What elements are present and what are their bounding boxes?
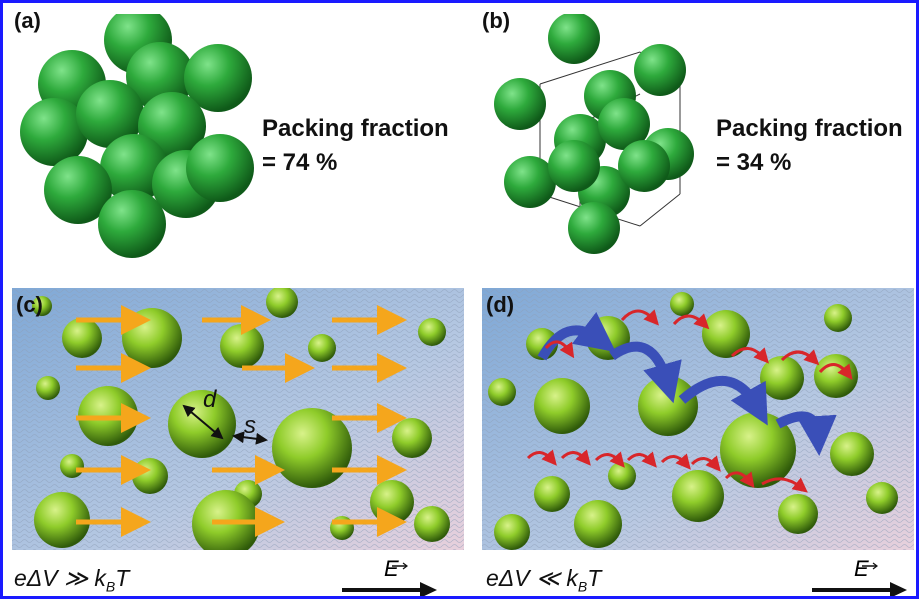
- red-hop-arrow-1: [620, 309, 659, 326]
- efield-d-label: E: [854, 556, 869, 581]
- packing-fraction-a-value: = 74 %: [262, 149, 338, 176]
- nanoparticle-16: [574, 500, 622, 548]
- nanoparticle-4: [418, 318, 446, 346]
- nanoparticle-14: [778, 494, 818, 534]
- sphere-5: [598, 98, 650, 150]
- red-hop-arrow-8: [594, 451, 625, 468]
- nanoparticle-2: [220, 324, 264, 368]
- nanoparticle-5: [534, 378, 590, 434]
- nanoparticle-1: [122, 308, 182, 368]
- sphere-9: [548, 140, 600, 192]
- spacing-arrow: [232, 431, 268, 445]
- packing-fraction-b-value: = 34 %: [716, 149, 792, 176]
- nanoparticle-19: [32, 296, 52, 316]
- sphere-4: [20, 98, 88, 166]
- red-hop-arrow-2: [672, 313, 710, 330]
- sphere-3: [184, 44, 252, 112]
- red-hop-arrow-10: [660, 453, 691, 470]
- nanoparticle-7: [168, 390, 236, 458]
- sphere-2: [494, 78, 546, 130]
- red-hop-arrow-12: [724, 471, 755, 488]
- nanoparticle-11: [132, 458, 168, 494]
- efield-d: E: [810, 556, 910, 596]
- packing-fraction-a: Packing fraction = 74 %: [262, 112, 449, 180]
- red-hop-arrow-0: [544, 340, 575, 359]
- cube-edge-0: [539, 51, 641, 85]
- nanoparticle-10: [830, 432, 874, 476]
- caption-d-tail: T: [587, 565, 602, 591]
- red-hop-arrow-11: [690, 455, 721, 472]
- spacing-label: s: [244, 412, 256, 439]
- sphere-10: [98, 190, 166, 258]
- blue-hop-arrow-0: [537, 311, 616, 361]
- nanoparticle-13: [370, 480, 414, 524]
- blue-hop-arrow-3: [775, 411, 837, 456]
- cube-edge-5: [639, 193, 681, 227]
- red-hop-arrow-9: [626, 451, 657, 468]
- nanoparticle-3: [308, 334, 336, 362]
- packing-fraction-a-title: Packing fraction: [262, 115, 449, 142]
- panel-a-label: (a): [14, 8, 41, 33]
- sphere-1: [634, 44, 686, 96]
- nanoparticle-9: [392, 418, 432, 458]
- diameter-label: d: [203, 386, 217, 413]
- nanoparticle-11: [608, 462, 636, 490]
- nanoparticle-12: [534, 476, 570, 512]
- red-hop-arrow-3: [730, 347, 769, 364]
- panel-c-label: (c): [16, 292, 43, 317]
- panel-d-label: (d): [486, 292, 515, 317]
- sphere-10: [618, 140, 670, 192]
- panel-b-label: (b): [482, 8, 511, 33]
- nanoparticle-17: [866, 482, 898, 514]
- diameter-arrow: [182, 404, 224, 440]
- nanoparticle-7: [760, 356, 804, 400]
- nanoparticle-4: [488, 378, 516, 406]
- blue-hop-arrow-1: [609, 341, 682, 404]
- caption-c: eΔV ≫ kBT: [14, 565, 129, 595]
- sphere-11: [568, 202, 620, 254]
- sc-packing-illustration: [494, 14, 694, 254]
- red-hop-arrow-4: [780, 349, 820, 366]
- caption-d-main: eΔV ≪ k: [486, 565, 578, 591]
- red-hop-arrow-5: [818, 363, 853, 380]
- caption-d-sub: B: [577, 578, 588, 595]
- caption-c-tail: T: [115, 565, 130, 591]
- nanoparticle-13: [672, 470, 724, 522]
- efield-c-label: E: [384, 556, 399, 581]
- sphere-7: [100, 134, 168, 202]
- panel-d-nanoparticle-field: [482, 288, 914, 550]
- nanoparticle-15: [494, 514, 530, 550]
- nanoparticle-2: [702, 310, 750, 358]
- nanoparticle-8: [814, 354, 858, 398]
- sphere-8: [44, 156, 112, 224]
- nanoparticle-9: [720, 412, 796, 488]
- panel-c-nanoparticle-field: [12, 288, 464, 550]
- caption-c-main: eΔV ≫ k: [14, 565, 106, 591]
- packing-fraction-b-title: Packing fraction: [716, 115, 903, 142]
- efield-c: E: [340, 556, 440, 596]
- nanoparticle-10: [60, 454, 84, 478]
- red-hop-arrow-13: [761, 477, 808, 493]
- sphere-5: [76, 80, 144, 148]
- nanoparticle-0: [62, 318, 102, 358]
- caption-d: eΔV ≪ kBT: [486, 565, 601, 595]
- fcc-packing-illustration: [20, 14, 254, 258]
- nanoparticle-6: [638, 376, 698, 436]
- nanoparticle-17: [414, 506, 450, 542]
- nanoparticle-18: [670, 292, 694, 316]
- nanoparticle-14: [34, 492, 90, 548]
- nanoparticle-18: [266, 288, 298, 318]
- blue-hop-arrow-2: [678, 375, 768, 426]
- nanoparticle-5: [36, 376, 60, 400]
- sphere-0: [548, 14, 600, 64]
- sphere-7: [504, 156, 556, 208]
- sphere-11: [186, 134, 254, 202]
- nanoparticle-3: [824, 304, 852, 332]
- red-hop-arrow-7: [560, 449, 591, 466]
- red-hop-arrow-6: [526, 449, 557, 466]
- caption-c-sub: B: [105, 578, 116, 595]
- packing-fraction-b: Packing fraction = 34 %: [716, 112, 903, 180]
